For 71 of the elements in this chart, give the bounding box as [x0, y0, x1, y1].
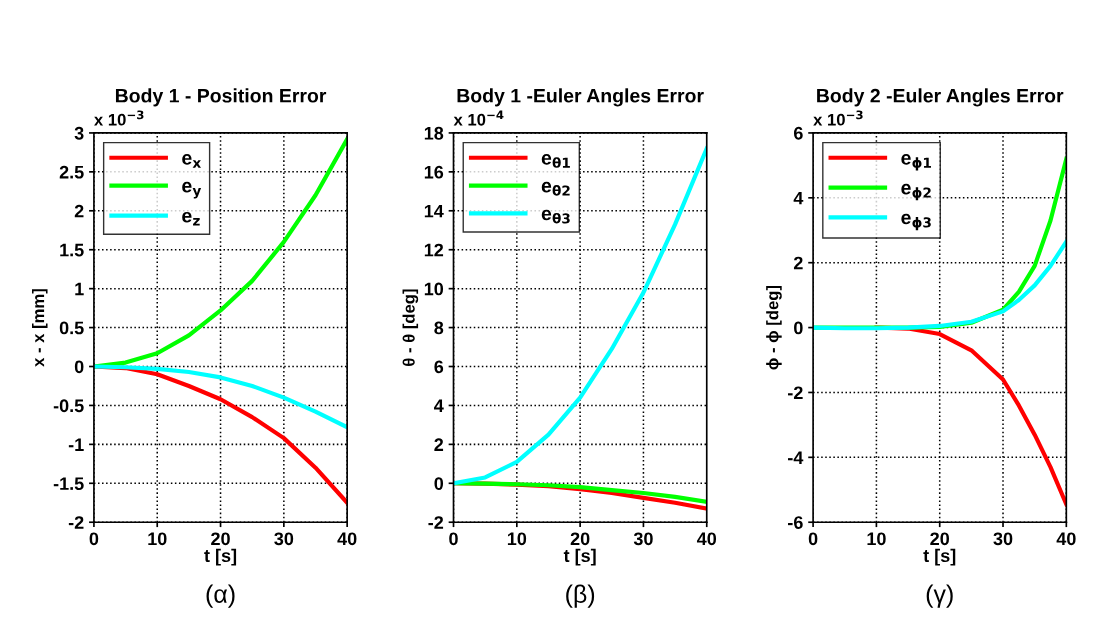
y-tick-label: -2: [788, 386, 803, 399]
y-tick-label: 4: [793, 191, 804, 205]
text: x 10$^{−3}$: [94, 110, 144, 126]
x-tick-label: 30: [633, 532, 653, 546]
text: (α): [206, 584, 235, 608]
text: x 10$^{−3}$: [813, 110, 863, 126]
y-tick-label: 4: [434, 399, 444, 412]
legend-label: e$_{x}$: [182, 154, 201, 168]
y-tick-label: 6: [434, 360, 444, 374]
line-series: [453, 146, 707, 486]
y-tick-label: 6: [793, 126, 803, 140]
x-tick-label: 40: [696, 532, 717, 546]
y-tick-label: 2.5: [59, 165, 84, 179]
legend-label: e$_{θ1}$: [541, 154, 570, 168]
y-tick-label: -0.5: [53, 399, 84, 413]
x-axis-title: t [s]: [204, 548, 237, 566]
y-tick-label: 2: [434, 438, 444, 451]
legend-label: e$_{θ3}$: [541, 209, 570, 224]
y-tick-label: 8: [434, 321, 444, 335]
text: (β): [566, 584, 595, 608]
chart-title: Body 1 - Position Error: [115, 88, 327, 107]
legend-label: e$_{y}$: [182, 181, 202, 199]
y-axis-title: x - x [mm]: [32, 289, 48, 367]
x-tick-label: 20: [570, 532, 590, 546]
chart-title: Body 2 -Euler Angles Error: [817, 88, 1064, 107]
y-tick-label: -6: [788, 516, 803, 529]
x-axis-title: t [s]: [563, 548, 596, 566]
y-tick-label: 2: [74, 204, 84, 218]
x-tick-label: 0: [89, 532, 99, 546]
x-tick-label: 40: [337, 532, 357, 546]
x-tick-label: 20: [930, 532, 950, 546]
y-tick-label: -2: [428, 516, 444, 529]
x-tick-label: 30: [993, 532, 1013, 546]
y-tick-label: 3: [74, 126, 84, 140]
legend-label: e$_{ϕ3}$: [901, 213, 931, 231]
legend-label: e$_{θ2}$: [541, 181, 570, 196]
x-axis-title: t [s]: [923, 548, 956, 566]
y-tick-label: -4: [788, 451, 804, 464]
y-tick-label: 18: [424, 126, 444, 140]
y-tick-label: 12: [424, 243, 444, 257]
y-tick-label: 2: [793, 256, 803, 270]
y-tick-label: -1.5: [53, 477, 84, 491]
line-series: [813, 239, 1067, 331]
legend-label: e$_{ϕ2}$: [901, 183, 931, 201]
text: (γ): [926, 584, 953, 608]
chart-title: Body 1 -Euler Angles Error: [457, 88, 704, 107]
text: x 10$^{−4}$: [453, 110, 504, 126]
x-tick-label: 0: [449, 532, 458, 546]
y-tick-label: 14: [424, 204, 444, 218]
y-tick-label: -2: [68, 516, 84, 529]
y-tick-label: 0: [794, 321, 803, 335]
y-tick-label: 10: [424, 282, 444, 296]
y-tick-label: 0: [434, 477, 444, 491]
x-tick-label: 10: [507, 532, 527, 546]
x-tick-label: 10: [148, 532, 167, 546]
x-tick-label: 10: [867, 532, 886, 546]
y-tick-label: -1: [68, 438, 84, 451]
x-tick-label: 30: [274, 532, 294, 546]
x-tick-label: 20: [211, 532, 230, 546]
x-tick-label: 0: [808, 532, 818, 546]
y-axis-title: ϕ - ϕ [deg]: [766, 285, 782, 370]
y-tick-label: 1: [75, 282, 84, 296]
line-series: [93, 364, 348, 430]
y-axis-title: θ - θ [deg]: [402, 289, 419, 366]
y-tick-label: 1.5: [60, 243, 84, 257]
y-tick-label: 16: [424, 165, 444, 179]
x-tick-label: 40: [1056, 532, 1076, 546]
legend-label: e$_{ϕ1}$: [901, 154, 931, 171]
y-tick-label: 0: [74, 360, 84, 374]
y-tick-label: 0.5: [59, 321, 84, 335]
legend-label: e$_{z}$: [182, 211, 200, 226]
